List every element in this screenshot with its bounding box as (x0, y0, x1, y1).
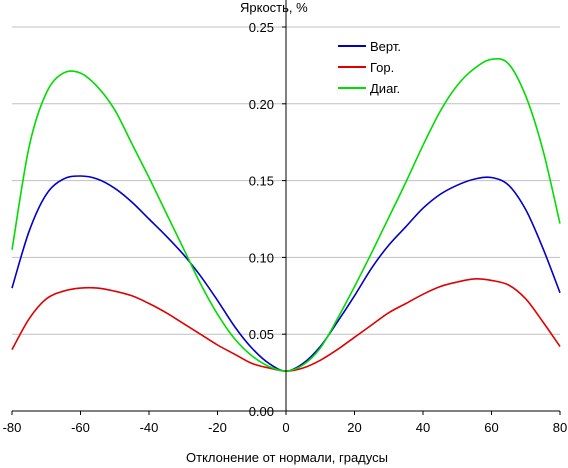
y-tick-label-3: 0.15 (249, 174, 274, 189)
x-tick-label-8: 80 (553, 420, 567, 435)
legend: Верт. Гор. Диаг. (338, 39, 401, 96)
legend-label-0: Верт. (370, 39, 401, 54)
legend-label-1: Гор. (370, 60, 394, 75)
x-tick-label-6: 40 (416, 420, 430, 435)
y-tick-label-1: 0.05 (249, 327, 274, 342)
y-tick-label-5: 0.25 (249, 20, 274, 35)
y-tick-label-2: 0.10 (249, 250, 274, 265)
x-tick-label-0: -80 (3, 420, 22, 435)
y-tick-labels: 0.00 0.05 0.10 0.15 0.20 0.25 (249, 20, 274, 419)
x-tick-label-3: -20 (208, 420, 227, 435)
legend-label-2: Диаг. (370, 81, 400, 96)
x-tick-label-5: 20 (347, 420, 361, 435)
x-tick-label-7: 60 (484, 420, 498, 435)
x-tick-labels: -80 -60 -40 -20 0 20 40 60 80 (3, 420, 568, 435)
y-tick-label-0: 0.00 (249, 404, 274, 419)
y-tick-label-4: 0.20 (249, 97, 274, 112)
x-axis-label: Отклонение от нормали, градусы (186, 450, 388, 465)
x-tick-label-2: -40 (140, 420, 159, 435)
x-tick-label-1: -60 (71, 420, 90, 435)
x-tick-label-4: 0 (282, 420, 289, 435)
y-axis-label: Яркость, % (240, 0, 308, 15)
axes (11, 0, 561, 415)
